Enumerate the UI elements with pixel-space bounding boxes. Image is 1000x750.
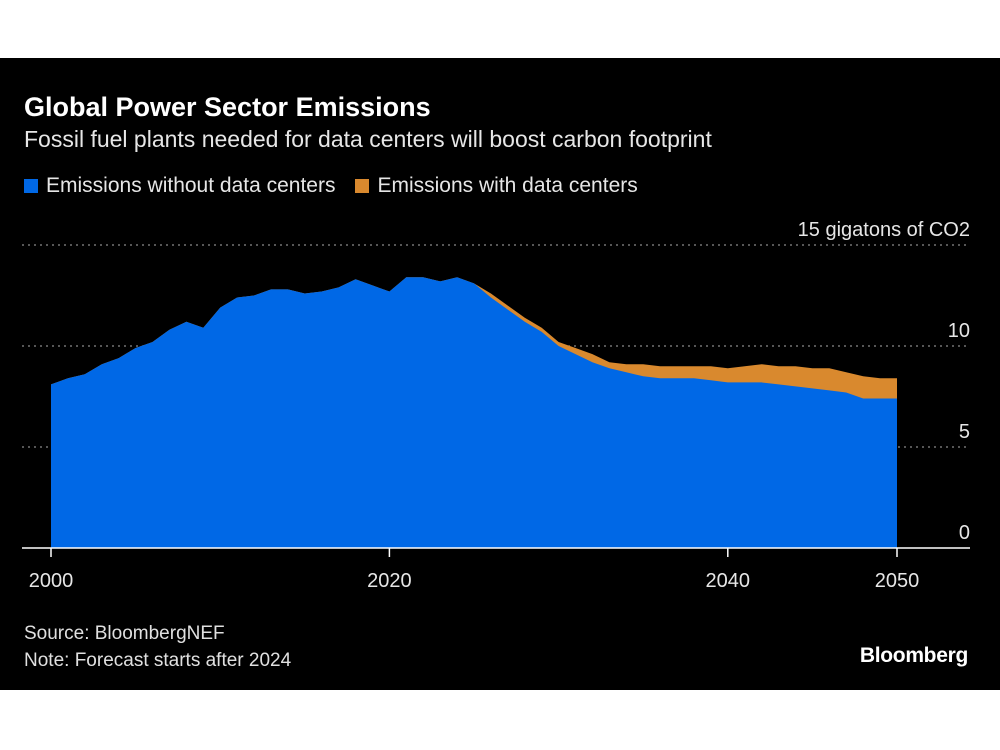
legend-swatch-orange: [355, 179, 370, 193]
legend-swatch-blue: [24, 179, 38, 193]
bloomberg-logo: Bloomberg: [859, 644, 968, 667]
area-series-without-data-centers: [51, 277, 897, 548]
legend: Emissions without data centers Emissions…: [24, 174, 658, 198]
x-tick-label: 2000: [29, 570, 74, 592]
area-chart: 0 5 10 15 gigatons of CO2 2000 2020 2040 2050: [22, 219, 970, 592]
y-tick-label: 0: [959, 522, 970, 544]
y-tick-label: 5: [959, 421, 970, 443]
legend-item-with: Emissions with data centers: [355, 174, 638, 198]
x-tick-label: 2040: [706, 570, 751, 592]
x-tick-label: 2050: [875, 570, 920, 592]
source-note: Source: BloombergNEF: [24, 623, 225, 644]
chart-panel: Global Power Sector Emissions Fossil fue…: [0, 58, 1000, 690]
forecast-note: Note: Forecast starts after 2024: [24, 650, 292, 671]
y-tick-label: 15 gigatons of CO2: [798, 219, 970, 241]
chart-title: Global Power Sector Emissions: [24, 92, 431, 122]
y-tick-label: 10: [948, 320, 970, 342]
x-tick-label: 2020: [367, 570, 412, 592]
legend-label: Emissions with data centers: [377, 174, 638, 197]
legend-label: Emissions without data centers: [46, 174, 336, 197]
legend-item-without: Emissions without data centers: [24, 174, 335, 198]
chart-subtitle: Fossil fuel plants needed for data cente…: [24, 126, 712, 152]
